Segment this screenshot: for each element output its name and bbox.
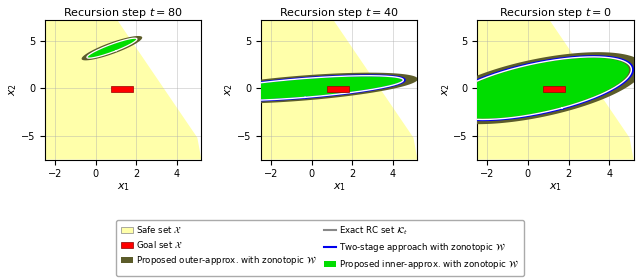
Polygon shape bbox=[45, 20, 202, 160]
Y-axis label: $x_2$: $x_2$ bbox=[8, 83, 19, 96]
Title: Recursion step $t = 80$: Recursion step $t = 80$ bbox=[63, 6, 183, 20]
Polygon shape bbox=[261, 20, 417, 160]
X-axis label: $x_1$: $x_1$ bbox=[548, 181, 562, 193]
X-axis label: $x_1$: $x_1$ bbox=[116, 181, 130, 193]
Title: Recursion step $t = 40$: Recursion step $t = 40$ bbox=[280, 6, 399, 20]
Polygon shape bbox=[202, 76, 402, 100]
Polygon shape bbox=[447, 58, 629, 119]
Y-axis label: $x_2$: $x_2$ bbox=[440, 83, 451, 96]
Polygon shape bbox=[88, 38, 136, 58]
Bar bbox=[543, 86, 566, 92]
Polygon shape bbox=[186, 73, 418, 104]
Legend: Safe set $\mathcal{X}$, Goal set $\mathcal{X}$, Proposed outer-approx. with zono: Safe set $\mathcal{X}$, Goal set $\mathc… bbox=[116, 220, 524, 276]
Polygon shape bbox=[81, 36, 142, 60]
Bar bbox=[111, 86, 133, 92]
Y-axis label: $x_2$: $x_2$ bbox=[223, 83, 236, 96]
Polygon shape bbox=[432, 52, 640, 124]
Title: Recursion step $t = 0$: Recursion step $t = 0$ bbox=[499, 6, 612, 20]
X-axis label: $x_1$: $x_1$ bbox=[333, 181, 346, 193]
Polygon shape bbox=[477, 20, 634, 160]
Bar bbox=[327, 86, 349, 92]
